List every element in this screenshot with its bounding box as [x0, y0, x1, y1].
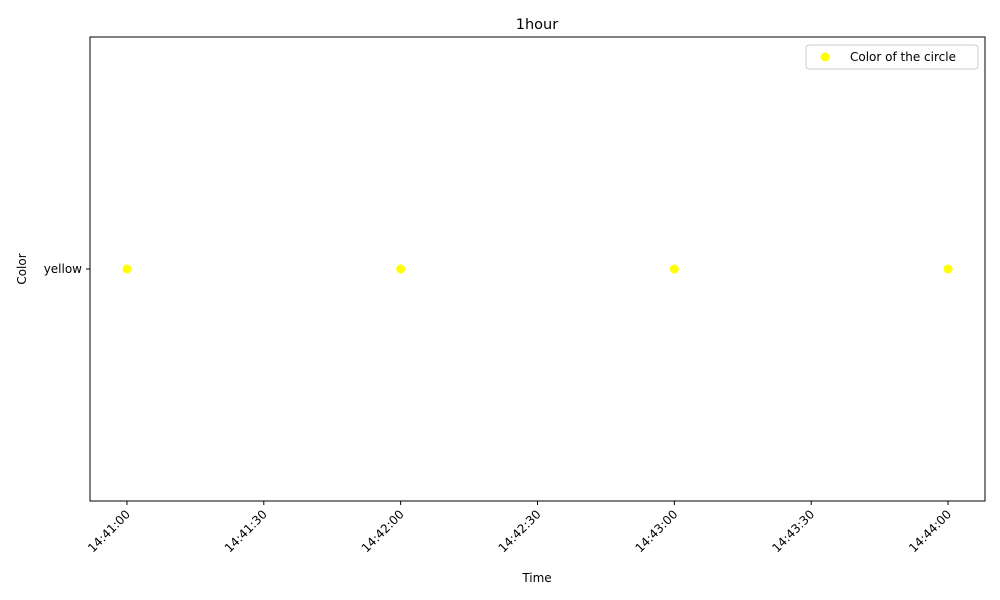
y-tick-label: yellow [44, 262, 82, 276]
data-point [396, 264, 406, 274]
chart-title: 1hour [516, 17, 558, 33]
x-axis-label: Time [521, 571, 551, 585]
y-axis-ticks: yellow [44, 262, 90, 276]
plot-area [89, 36, 986, 502]
data-point [122, 264, 132, 274]
legend-box [805, 44, 979, 70]
legend-marker-icon [820, 52, 830, 62]
legend: Color of the circle [805, 44, 979, 70]
data-point [669, 264, 679, 274]
y-axis-label: Color [15, 253, 29, 284]
data-point [943, 264, 953, 274]
data-points [122, 264, 953, 274]
legend-entry: Color of the circle [850, 50, 956, 64]
